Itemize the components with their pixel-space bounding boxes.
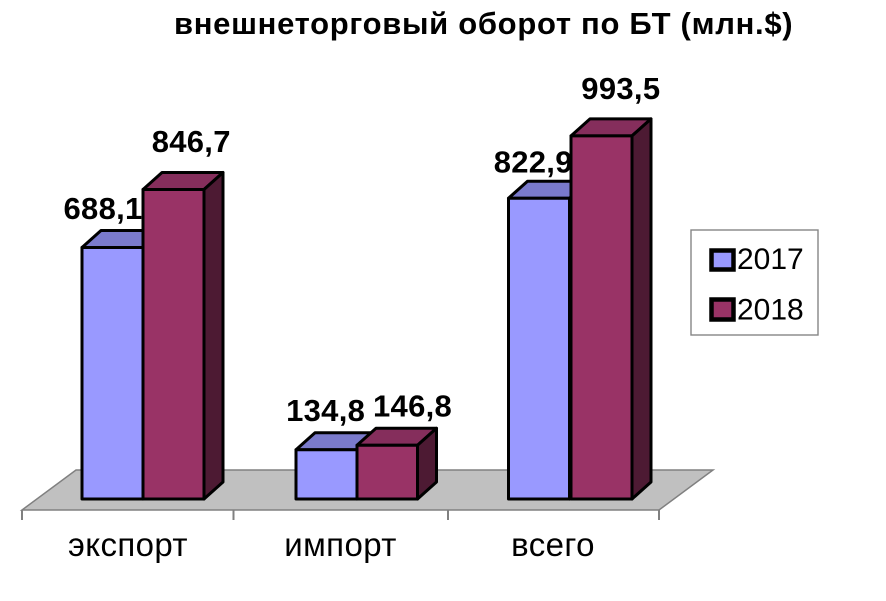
svg-text:822,9: 822,9 <box>494 144 573 179</box>
svg-text:2018: 2018 <box>737 294 804 327</box>
svg-text:всего: всего <box>511 526 595 563</box>
svg-text:внешнеторговый оборот по БТ (м: внешнеторговый оборот по БТ (млн.$) <box>174 6 793 41</box>
svg-text:импорт: импорт <box>284 526 397 563</box>
svg-text:2017: 2017 <box>737 243 804 276</box>
svg-text:993,5: 993,5 <box>581 71 660 106</box>
svg-text:688,1: 688,1 <box>64 191 143 226</box>
svg-text:экспорт: экспорт <box>68 526 188 563</box>
svg-text:146,8: 146,8 <box>373 389 452 424</box>
svg-text:846,7: 846,7 <box>152 124 231 159</box>
svg-text:134,8: 134,8 <box>286 393 365 428</box>
